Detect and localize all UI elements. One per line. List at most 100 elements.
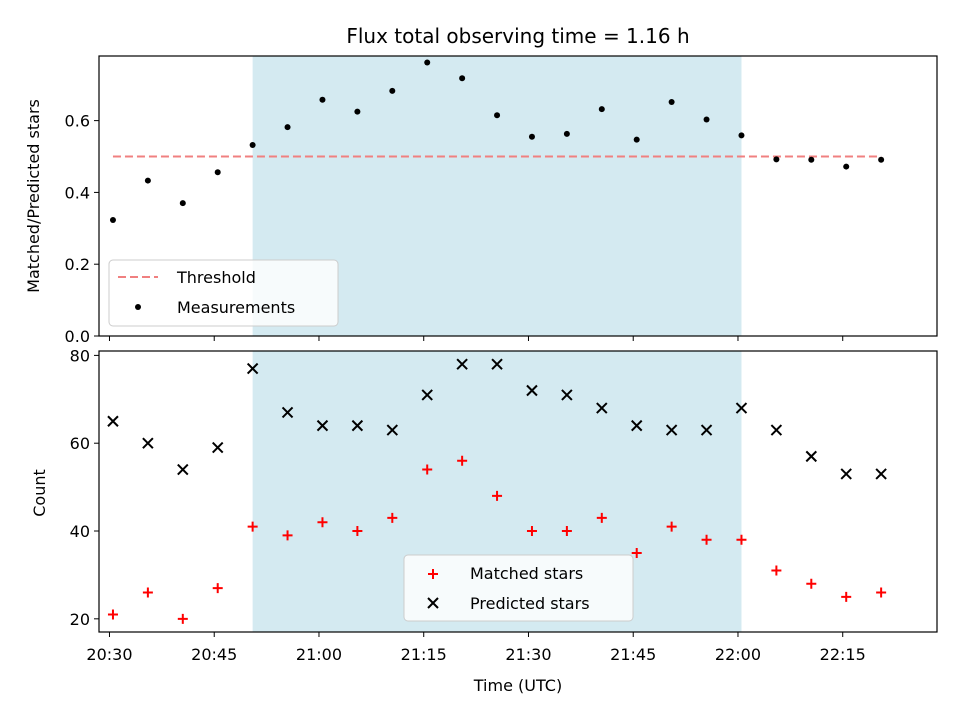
- matched-stars-point: [526, 526, 537, 537]
- predicted-stars-point: [421, 389, 433, 401]
- measurements-point: [668, 98, 675, 105]
- matched-stars-point: [317, 517, 328, 528]
- predicted-stars-point: [875, 468, 887, 480]
- predicted-stars-point: [526, 384, 538, 397]
- y-tick-label: 0.4: [65, 183, 90, 202]
- measurements-point: [249, 142, 256, 149]
- y-tick-label: 0.0: [65, 327, 90, 346]
- legend-measurements-swatch: [135, 304, 141, 310]
- matched-stars-point: [387, 512, 398, 523]
- measurements-point: [424, 59, 431, 66]
- measurements-point: [214, 169, 221, 176]
- x-tick-label: 21:15: [401, 645, 447, 664]
- top-panel: 0.0 0.2 0.4 0.6 Threshold Measurements: [65, 55, 938, 346]
- matched-stars-point: [666, 521, 677, 532]
- predicted-stars-point: [770, 424, 783, 436]
- y-tick-label: 0.6: [65, 112, 90, 131]
- measurements-point: [179, 200, 186, 207]
- y-tick-label: 20: [70, 610, 90, 629]
- x-tick-label: 21:00: [296, 645, 342, 664]
- y-tick-label: 80: [70, 346, 90, 365]
- matched-stars-point: [177, 613, 188, 624]
- measurements-point: [109, 217, 116, 224]
- measurements-point: [773, 156, 780, 163]
- legend-box: [108, 259, 339, 327]
- matched-stars-point: [352, 526, 363, 537]
- legend-box: [403, 554, 634, 622]
- y-tick-label: 60: [70, 434, 90, 453]
- legend-matched-label: Matched stars: [470, 564, 583, 583]
- predicted-stars-point: [596, 402, 608, 414]
- matched-stars-point: [142, 587, 153, 598]
- measurements-point: [319, 96, 326, 103]
- chart-title: Flux total observing time = 1.16 h: [346, 24, 689, 48]
- measurements-point: [598, 106, 605, 113]
- matched-stars-point: [561, 526, 572, 537]
- matched-stars-point: [492, 490, 503, 501]
- predicted-stars-point: [631, 419, 643, 432]
- matched-stars-point: [631, 547, 642, 558]
- measurements-point: [354, 108, 361, 115]
- matched-stars-point: [701, 534, 712, 545]
- measurements-point: [144, 177, 151, 184]
- predicted-stars-point: [700, 424, 713, 436]
- matched-stars-point: [736, 534, 747, 545]
- matched-stars-point: [876, 587, 887, 598]
- x-tick-label: 22:15: [820, 645, 866, 664]
- predicted-stars-point: [351, 419, 364, 432]
- measurements-point: [284, 124, 291, 131]
- measurements-point: [494, 112, 501, 119]
- y-tick-label: 0.2: [65, 255, 90, 274]
- predicted-stars-point: [840, 468, 852, 480]
- legend-threshold-label: Threshold: [176, 268, 256, 287]
- predicted-stars-point: [246, 362, 259, 375]
- predicted-stars-point: [665, 424, 678, 436]
- x-tick-label: 21:45: [610, 645, 656, 664]
- measurements-point: [878, 156, 885, 163]
- matched-stars-point: [596, 512, 607, 523]
- matched-stars-point: [107, 609, 118, 620]
- axes-frame: [98, 350, 938, 633]
- matched-stars-point: [841, 591, 852, 602]
- matched-stars-point: [422, 464, 433, 475]
- predicted-stars-point: [386, 424, 399, 436]
- measurements-point: [563, 130, 570, 137]
- matched-stars-point: [212, 583, 223, 594]
- matched-stars-point: [457, 455, 468, 466]
- axes-frame: [98, 55, 938, 337]
- measurements-point: [703, 116, 710, 123]
- top-y-axis-title: Matched/Predicted stars: [24, 99, 43, 293]
- x-tick-label: 20:45: [191, 645, 237, 664]
- bottom-panel: 20 40 60 80 20:30 20:45 21:00 21:15 21:30 21:45 22…: [70, 346, 938, 664]
- measurements-point: [633, 136, 640, 143]
- measurements-point: [738, 132, 745, 139]
- measurements-point: [843, 163, 850, 170]
- matched-stars-point: [247, 521, 258, 532]
- measurements-point: [808, 156, 815, 163]
- matched-stars-point: [282, 530, 293, 541]
- predicted-stars-point: [142, 437, 154, 449]
- legend-matched-swatch: [428, 569, 438, 579]
- x-tick-label: 22:00: [715, 645, 761, 664]
- predicted-stars-point: [561, 389, 573, 401]
- measurements-point: [459, 75, 466, 82]
- measurements-point: [528, 133, 535, 140]
- x-tick-label: 20:30: [86, 645, 132, 664]
- predicted-stars-point: [281, 406, 294, 419]
- predicted-stars-point: [212, 441, 224, 454]
- legend-predicted-label: Predicted stars: [470, 594, 590, 613]
- predicted-stars-point: [491, 358, 503, 370]
- matched-stars-point: [771, 565, 782, 576]
- x-tick-label: 21:30: [505, 645, 551, 664]
- matched-stars-point: [806, 578, 817, 589]
- x-axis-title: Time (UTC): [473, 676, 562, 695]
- predicted-stars-point: [177, 463, 189, 476]
- predicted-stars-point: [735, 402, 748, 414]
- bottom-y-axis-title: Count: [30, 469, 49, 517]
- legend-predicted-swatch: [427, 597, 439, 609]
- measurements-point: [389, 87, 396, 94]
- predicted-stars-point: [316, 419, 329, 432]
- predicted-stars-point: [456, 358, 468, 370]
- legend-measurements-label: Measurements: [177, 298, 295, 317]
